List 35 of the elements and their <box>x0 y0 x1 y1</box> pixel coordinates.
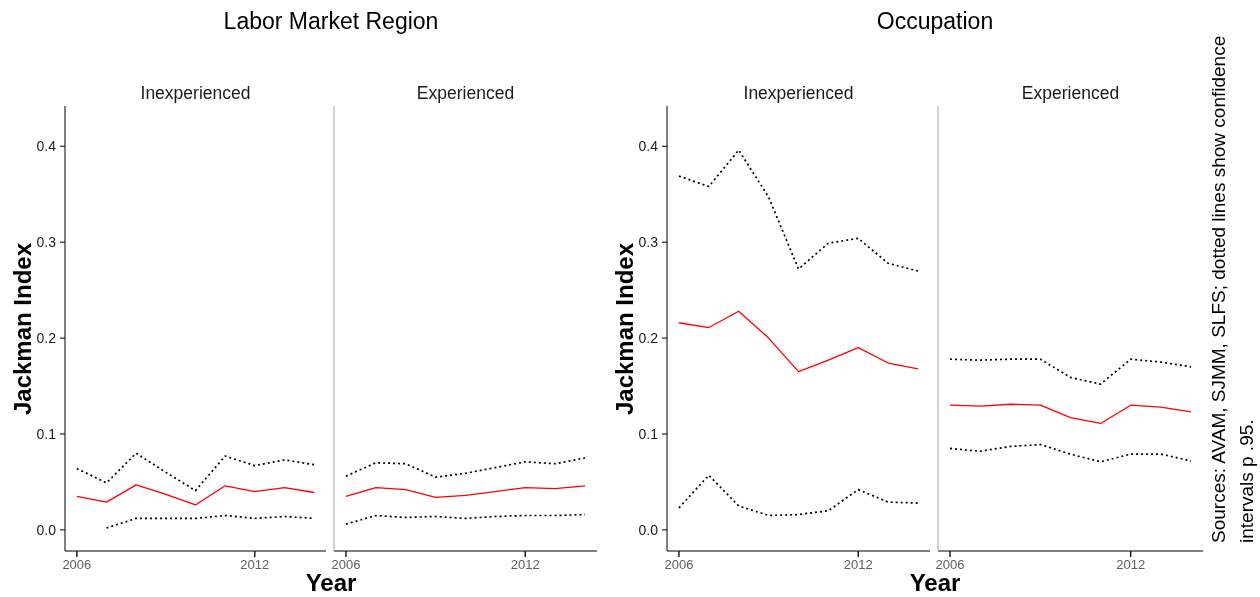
y-tick-label: 0.2 <box>638 330 659 347</box>
y-axis-title: Jackman Index <box>9 242 36 415</box>
source-note: Sources: AVAM, SJMM, SLFS; dotted lines show confidence intervals p .95. <box>1207 34 1258 543</box>
y-tick-label: 0.4 <box>36 138 57 155</box>
chart-title: Occupation <box>876 8 994 35</box>
chart-subtitle: Inexperienced <box>140 83 251 103</box>
x-tick-label: 2012 <box>1116 557 1146 572</box>
chart-subtitle: Inexperienced <box>743 83 854 103</box>
y-tick-label: 0.4 <box>638 138 659 155</box>
line-series <box>76 484 315 506</box>
y-tick-label: 0.0 <box>36 521 57 538</box>
x-axis-title: Year <box>909 569 961 596</box>
y-tick-label: 0.2 <box>36 330 57 347</box>
line-series <box>678 149 919 272</box>
line-series <box>76 452 315 492</box>
x-tick-label: 2006 <box>935 557 965 572</box>
y-axis-title: Jackman Index <box>611 242 638 415</box>
x-tick-label: 2006 <box>331 557 361 572</box>
x-tick-label: 2012 <box>510 557 540 572</box>
y-tick-label: 0.1 <box>36 426 57 442</box>
line-series <box>678 310 919 373</box>
y-tick-label: 0.0 <box>638 521 659 538</box>
chart-title: Labor Market Region <box>223 8 439 35</box>
x-tick-label: 2012 <box>843 557 873 572</box>
x-tick-label: 2012 <box>240 557 270 572</box>
line-series <box>105 514 315 529</box>
y-tick-label: 0.3 <box>36 234 57 251</box>
x-tick-label: 2006 <box>664 557 694 572</box>
y-tick-label: 0.1 <box>638 426 659 442</box>
line-series <box>678 474 919 517</box>
chart-subtitle: Experienced <box>1021 83 1120 103</box>
chart-subtitle: Experienced <box>416 83 515 103</box>
x-axis-title: Year <box>305 569 357 596</box>
x-tick-label: 2006 <box>62 557 92 572</box>
y-tick-label: 0.3 <box>638 234 659 251</box>
